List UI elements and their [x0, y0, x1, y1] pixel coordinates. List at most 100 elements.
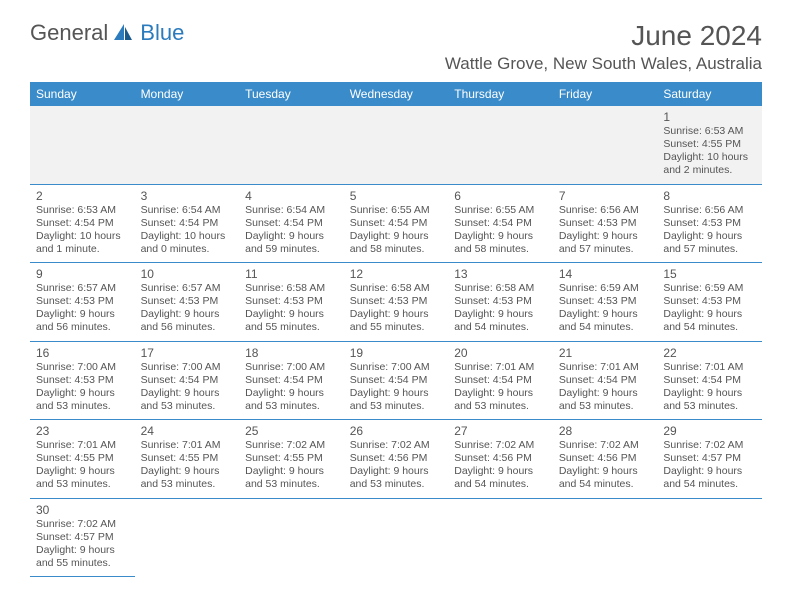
calendar-cell — [344, 498, 449, 577]
sunset-text: Sunset: 4:54 PM — [36, 217, 129, 230]
sunrise-text: Sunrise: 7:02 AM — [454, 439, 547, 452]
sunset-text: Sunset: 4:54 PM — [141, 374, 234, 387]
day-header: Wednesday — [344, 82, 449, 106]
day-number: 27 — [454, 424, 547, 438]
daylight-text: Daylight: 9 hours and 55 minutes. — [36, 544, 129, 570]
day-info: Sunrise: 6:56 AMSunset: 4:53 PMDaylight:… — [559, 204, 652, 257]
calendar-week: 2Sunrise: 6:53 AMSunset: 4:54 PMDaylight… — [30, 184, 762, 263]
daylight-text: Daylight: 9 hours and 57 minutes. — [663, 230, 756, 256]
calendar-cell: 10Sunrise: 6:57 AMSunset: 4:53 PMDayligh… — [135, 263, 240, 342]
calendar-cell: 11Sunrise: 6:58 AMSunset: 4:53 PMDayligh… — [239, 263, 344, 342]
calendar-week: 1Sunrise: 6:53 AMSunset: 4:55 PMDaylight… — [30, 106, 762, 184]
daylight-text: Daylight: 9 hours and 53 minutes. — [350, 465, 443, 491]
day-number: 11 — [245, 267, 338, 281]
daylight-text: Daylight: 9 hours and 56 minutes. — [141, 308, 234, 334]
day-number: 8 — [663, 189, 756, 203]
day-info: Sunrise: 7:01 AMSunset: 4:55 PMDaylight:… — [36, 439, 129, 492]
logo-text-general: General — [30, 20, 108, 46]
day-info: Sunrise: 7:02 AMSunset: 4:57 PMDaylight:… — [663, 439, 756, 492]
day-header-row: Sunday Monday Tuesday Wednesday Thursday… — [30, 82, 762, 106]
daylight-text: Daylight: 9 hours and 53 minutes. — [141, 387, 234, 413]
day-number: 1 — [663, 110, 756, 124]
sunset-text: Sunset: 4:53 PM — [36, 295, 129, 308]
day-number: 13 — [454, 267, 547, 281]
day-info: Sunrise: 6:58 AMSunset: 4:53 PMDaylight:… — [454, 282, 547, 335]
sunrise-text: Sunrise: 7:01 AM — [663, 361, 756, 374]
day-info: Sunrise: 6:55 AMSunset: 4:54 PMDaylight:… — [454, 204, 547, 257]
day-number: 6 — [454, 189, 547, 203]
daylight-text: Daylight: 9 hours and 53 minutes. — [663, 387, 756, 413]
calendar-cell — [30, 106, 135, 184]
sunset-text: Sunset: 4:54 PM — [245, 217, 338, 230]
day-number: 29 — [663, 424, 756, 438]
sunrise-text: Sunrise: 7:01 AM — [36, 439, 129, 452]
sunrise-text: Sunrise: 6:58 AM — [245, 282, 338, 295]
daylight-text: Daylight: 9 hours and 53 minutes. — [36, 465, 129, 491]
sunrise-text: Sunrise: 7:02 AM — [350, 439, 443, 452]
daylight-text: Daylight: 9 hours and 55 minutes. — [350, 308, 443, 334]
daylight-text: Daylight: 9 hours and 54 minutes. — [559, 308, 652, 334]
day-number: 3 — [141, 189, 234, 203]
daylight-text: Daylight: 9 hours and 59 minutes. — [245, 230, 338, 256]
calendar-cell — [135, 106, 240, 184]
sunset-text: Sunset: 4:54 PM — [454, 217, 547, 230]
sunrise-text: Sunrise: 6:56 AM — [559, 204, 652, 217]
logo-text-blue: Blue — [140, 20, 184, 46]
calendar-cell: 1Sunrise: 6:53 AMSunset: 4:55 PMDaylight… — [657, 106, 762, 184]
sunrise-text: Sunrise: 6:57 AM — [141, 282, 234, 295]
calendar-cell: 4Sunrise: 6:54 AMSunset: 4:54 PMDaylight… — [239, 184, 344, 263]
calendar-cell: 6Sunrise: 6:55 AMSunset: 4:54 PMDaylight… — [448, 184, 553, 263]
calendar-cell: 20Sunrise: 7:01 AMSunset: 4:54 PMDayligh… — [448, 341, 553, 420]
calendar-cell: 17Sunrise: 7:00 AMSunset: 4:54 PMDayligh… — [135, 341, 240, 420]
sunset-text: Sunset: 4:53 PM — [663, 295, 756, 308]
day-info: Sunrise: 6:54 AMSunset: 4:54 PMDaylight:… — [245, 204, 338, 257]
sunset-text: Sunset: 4:57 PM — [663, 452, 756, 465]
sunset-text: Sunset: 4:53 PM — [559, 295, 652, 308]
sunrise-text: Sunrise: 7:02 AM — [663, 439, 756, 452]
day-number: 19 — [350, 346, 443, 360]
calendar-week: 23Sunrise: 7:01 AMSunset: 4:55 PMDayligh… — [30, 420, 762, 499]
daylight-text: Daylight: 9 hours and 53 minutes. — [559, 387, 652, 413]
sunrise-text: Sunrise: 6:55 AM — [454, 204, 547, 217]
sunset-text: Sunset: 4:54 PM — [141, 217, 234, 230]
daylight-text: Daylight: 10 hours and 2 minutes. — [663, 151, 756, 177]
calendar-cell: 7Sunrise: 6:56 AMSunset: 4:53 PMDaylight… — [553, 184, 658, 263]
calendar-cell: 18Sunrise: 7:00 AMSunset: 4:54 PMDayligh… — [239, 341, 344, 420]
sunset-text: Sunset: 4:53 PM — [350, 295, 443, 308]
daylight-text: Daylight: 9 hours and 53 minutes. — [245, 387, 338, 413]
calendar-cell: 24Sunrise: 7:01 AMSunset: 4:55 PMDayligh… — [135, 420, 240, 499]
day-info: Sunrise: 6:56 AMSunset: 4:53 PMDaylight:… — [663, 204, 756, 257]
day-number: 28 — [559, 424, 652, 438]
calendar-cell — [448, 106, 553, 184]
calendar-cell: 26Sunrise: 7:02 AMSunset: 4:56 PMDayligh… — [344, 420, 449, 499]
sunrise-text: Sunrise: 6:53 AM — [36, 204, 129, 217]
calendar-cell: 12Sunrise: 6:58 AMSunset: 4:53 PMDayligh… — [344, 263, 449, 342]
calendar-cell — [239, 498, 344, 577]
calendar-cell: 2Sunrise: 6:53 AMSunset: 4:54 PMDaylight… — [30, 184, 135, 263]
location: Wattle Grove, New South Wales, Australia — [445, 54, 762, 74]
day-header: Monday — [135, 82, 240, 106]
daylight-text: Daylight: 9 hours and 54 minutes. — [663, 308, 756, 334]
sunrise-text: Sunrise: 7:00 AM — [141, 361, 234, 374]
sunset-text: Sunset: 4:54 PM — [663, 374, 756, 387]
daylight-text: Daylight: 10 hours and 1 minute. — [36, 230, 129, 256]
sunrise-text: Sunrise: 6:58 AM — [350, 282, 443, 295]
daylight-text: Daylight: 9 hours and 54 minutes. — [454, 308, 547, 334]
calendar-cell: 3Sunrise: 6:54 AMSunset: 4:54 PMDaylight… — [135, 184, 240, 263]
day-number: 4 — [245, 189, 338, 203]
day-number: 24 — [141, 424, 234, 438]
sunset-text: Sunset: 4:53 PM — [36, 374, 129, 387]
sunset-text: Sunset: 4:53 PM — [663, 217, 756, 230]
calendar-cell: 25Sunrise: 7:02 AMSunset: 4:55 PMDayligh… — [239, 420, 344, 499]
sunset-text: Sunset: 4:55 PM — [663, 138, 756, 151]
sunset-text: Sunset: 4:55 PM — [36, 452, 129, 465]
logo: General Blue — [30, 20, 184, 46]
day-info: Sunrise: 7:02 AMSunset: 4:57 PMDaylight:… — [36, 518, 129, 571]
calendar-cell: 8Sunrise: 6:56 AMSunset: 4:53 PMDaylight… — [657, 184, 762, 263]
calendar-page: General Blue June 2024 Wattle Grove, New… — [0, 0, 792, 597]
daylight-text: Daylight: 10 hours and 0 minutes. — [141, 230, 234, 256]
day-header: Tuesday — [239, 82, 344, 106]
day-info: Sunrise: 7:00 AMSunset: 4:54 PMDaylight:… — [245, 361, 338, 414]
calendar-cell: 9Sunrise: 6:57 AMSunset: 4:53 PMDaylight… — [30, 263, 135, 342]
day-info: Sunrise: 6:55 AMSunset: 4:54 PMDaylight:… — [350, 204, 443, 257]
